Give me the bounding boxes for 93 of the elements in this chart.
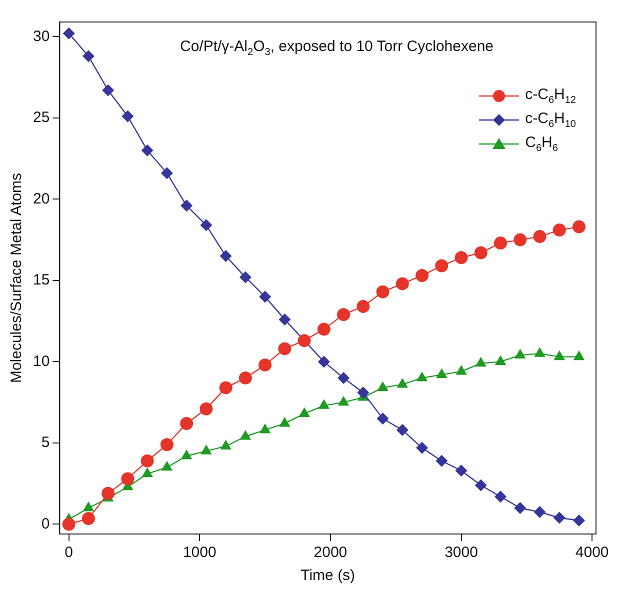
point [455,464,468,477]
point [475,356,487,367]
point [318,399,330,409]
point [554,350,566,360]
point [338,396,350,406]
point [416,442,428,454]
point [514,502,526,514]
point [396,277,409,290]
x-tick-label: 0 [64,544,74,562]
y-tick-label: 20 [32,190,50,208]
point [337,308,350,322]
point [238,371,252,384]
point [160,438,174,452]
point [82,501,94,512]
point [141,144,154,156]
point [533,230,546,244]
legend-label: c-C$_{6}$H$_{10}$ [525,110,576,130]
point [219,381,232,394]
point [258,358,272,372]
point [140,454,154,468]
point [454,251,468,264]
x-tick-label: 4000 [575,544,609,562]
point [534,506,546,518]
point [494,236,508,250]
point [572,220,586,234]
point [474,479,487,492]
point [161,460,173,471]
point [180,416,194,430]
y-axis-title: Molecules/Surface Metal Atoms [8,172,26,384]
point [278,313,291,326]
point [62,518,76,531]
point [514,348,526,358]
point [180,449,192,460]
point [416,269,429,282]
point [239,271,252,284]
y-tick-label: 0 [41,515,50,532]
point [122,110,134,122]
point [514,233,527,246]
point [298,407,310,417]
point [102,84,114,96]
point [240,430,252,440]
legend-label: C$_{6}$H$_{6}$ [525,134,558,154]
point [435,259,448,272]
point [376,412,389,425]
point [552,224,566,237]
point [220,440,232,450]
point [318,356,330,368]
point [278,342,292,356]
point [220,250,232,262]
point [357,386,370,399]
y-tick-label: 25 [32,109,50,126]
y-tick-label: 30 [32,28,50,45]
x-tick-label: 3000 [444,544,478,562]
point [200,444,212,454]
point [396,378,408,388]
x-axis-title: Time (s) [300,567,356,584]
y-tick-label: 5 [41,434,50,452]
point [82,50,94,62]
point [279,416,290,427]
point [573,350,585,360]
point [160,167,173,180]
point [494,355,506,365]
point [82,512,95,526]
point [494,490,507,503]
text: Co/Pt/γ-Al$_{2}$O$_{3}$, exposed to 10 Torr Cyclohexene [180,38,494,58]
point [356,300,370,313]
point [553,512,566,524]
point [436,368,448,378]
point [338,372,350,384]
point [456,364,467,375]
point [142,467,153,478]
point [200,402,213,416]
y-tick-label: 10 [32,352,50,370]
x-tick-label: 2000 [314,544,348,562]
point [534,347,546,357]
point [376,285,390,298]
point [62,27,75,40]
y-tick-label: 15 [32,272,50,289]
legend-label: c-C$_{6}$H$_{12}$ [525,86,576,106]
point [121,472,134,486]
point [377,381,388,391]
x-tick-label: 1000 [182,544,216,562]
point [416,371,428,382]
point [259,423,271,434]
point [396,424,408,436]
point [436,454,448,467]
point [572,514,585,527]
point [102,486,115,500]
point [474,246,488,260]
point [259,290,272,303]
point [180,200,193,212]
point [200,219,212,232]
point [317,322,330,336]
